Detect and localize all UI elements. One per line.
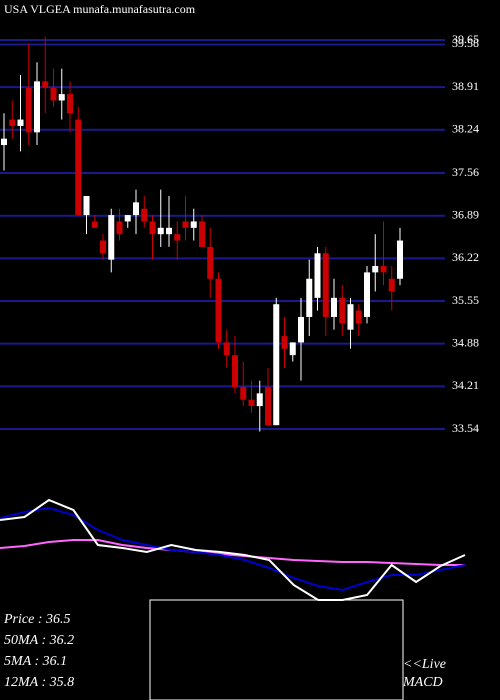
candle-body — [273, 304, 280, 426]
y-tick-label: 35.55 — [452, 293, 479, 307]
candle-body — [100, 240, 106, 254]
y-tick-label: 34.88 — [452, 335, 479, 349]
candle-body — [149, 221, 156, 235]
candle-body — [83, 195, 90, 216]
candle-body — [174, 234, 181, 241]
y-tick-label: 36.22 — [452, 250, 479, 264]
candle-body — [347, 304, 354, 330]
candle-body — [141, 208, 148, 222]
candle-body — [91, 221, 98, 228]
y-tick-label: 39.58 — [452, 36, 479, 50]
candle-body — [58, 94, 65, 101]
candle-body — [207, 246, 214, 279]
candle-body — [199, 221, 205, 247]
candle-body — [306, 278, 313, 317]
candle-body — [397, 240, 403, 279]
candle-body — [1, 138, 7, 146]
candle-body — [364, 272, 370, 317]
indicator-line — [0, 539, 465, 566]
y-tick-label: 39.65 — [452, 32, 479, 46]
candle-body — [314, 253, 321, 298]
y-tick-label: 38.91 — [452, 79, 479, 93]
candle-body — [67, 94, 73, 114]
candle-body — [166, 227, 172, 235]
candle-body — [9, 119, 16, 126]
chart-title: USA VLGEA munafa.munafasutra.com — [4, 2, 196, 16]
candle-body — [322, 253, 329, 317]
candle-body — [248, 399, 255, 407]
candle-body — [215, 278, 222, 343]
candle-body — [289, 342, 296, 356]
candle-body — [355, 310, 362, 324]
candle-body — [281, 336, 288, 349]
candle-body — [50, 87, 57, 101]
candle-body — [25, 87, 32, 133]
candle-body — [339, 297, 346, 324]
y-tick-label: 38.24 — [452, 122, 479, 136]
macd-label: MACD — [402, 675, 443, 690]
info-label: 5MA : 36.1 — [4, 654, 67, 669]
candle-body — [34, 81, 40, 133]
candle-body — [232, 355, 238, 387]
candle-body — [265, 386, 271, 426]
candle-body — [133, 202, 139, 216]
macd-box — [149, 599, 404, 700]
candle-body — [116, 221, 123, 235]
candle-body — [124, 215, 131, 222]
candle-body — [17, 119, 24, 126]
candle-body — [372, 266, 379, 273]
y-tick-label: 33.54 — [452, 421, 479, 435]
candle-body — [298, 316, 304, 343]
candle-body — [157, 227, 164, 235]
info-label: Price : 36.5 — [3, 612, 70, 627]
info-label: 12MA : 35.8 — [4, 675, 74, 690]
candle-body — [223, 342, 230, 356]
candle-body — [331, 297, 337, 317]
candle-body — [240, 386, 247, 400]
candle-body — [42, 81, 49, 88]
live-label: <<Live — [403, 657, 446, 672]
y-tick-label: 34.21 — [452, 378, 479, 392]
candle-body — [190, 221, 197, 228]
candle-body — [388, 278, 395, 292]
info-label: 50MA : 36.2 — [4, 633, 74, 648]
candle-body — [380, 266, 387, 273]
y-tick-label: 36.89 — [452, 207, 479, 221]
y-tick-label: 37.56 — [452, 165, 479, 179]
candle-body — [108, 215, 115, 260]
candle-body — [256, 393, 263, 407]
indicator-line — [0, 498, 466, 601]
candle-body — [182, 221, 189, 228]
candle-body — [75, 119, 82, 216]
